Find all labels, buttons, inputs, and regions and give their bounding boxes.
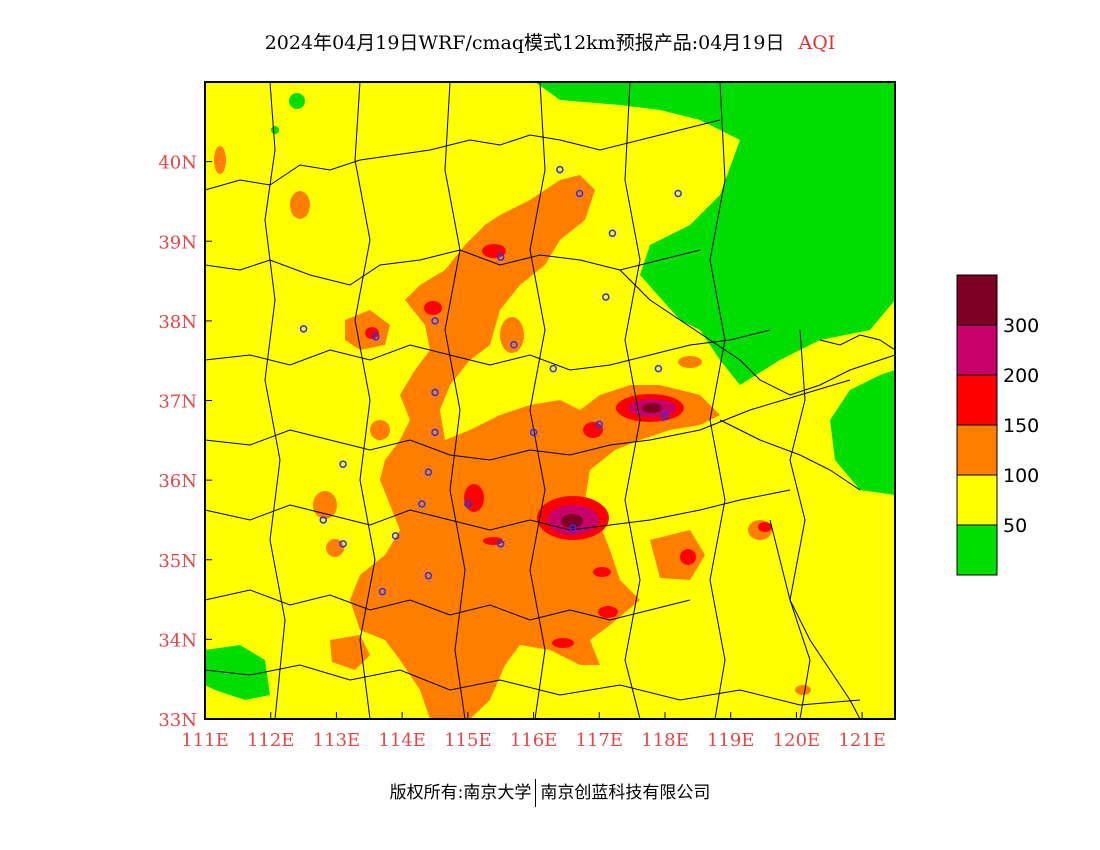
- aqi-area-unhealthy-sensitive: [350, 175, 720, 719]
- aqi-area-good-east: [830, 370, 895, 495]
- y-tick-label: 35N: [158, 551, 197, 572]
- city-station-marker: [424, 571, 433, 580]
- copyright-footer: 版权所有:南京大学 南京创蓝科技有限公司: [0, 778, 1100, 807]
- city-station-marker: [424, 468, 433, 476]
- x-tick-label: 118E: [641, 730, 689, 751]
- admin-boundaries: [205, 82, 895, 719]
- legend-swatch->300: [956, 274, 998, 326]
- aqi-area-unhealthy-sensitive: [795, 685, 811, 695]
- y-tick-label: 40N: [158, 153, 197, 174]
- aqi-area-unhealthy: [598, 606, 618, 618]
- city-station-marker: [431, 388, 439, 397]
- aqi-area-unhealthy: [552, 638, 574, 648]
- aqi-area-unhealthy-sensitive: [678, 356, 702, 368]
- city-station-marker: [674, 189, 682, 198]
- x-tick-label: 121E: [838, 730, 886, 751]
- city-station-marker: [464, 500, 472, 508]
- city-station-marker: [575, 189, 584, 198]
- legend-swatch-50-100: [956, 474, 998, 526]
- city-station-marker: [372, 333, 380, 341]
- title-text: 2024年04月19日WRF/cmaq模式12km预报产品:04月19日: [264, 32, 785, 54]
- x-tick-label: 116E: [510, 730, 558, 751]
- aqi-area-hazardous: [561, 514, 583, 528]
- copyright-left: 版权所有:南京大学: [389, 783, 532, 803]
- city-station-marker: [602, 293, 610, 301]
- station-markers: [299, 165, 682, 596]
- aqi-area-unhealthy: [583, 422, 603, 438]
- legend-label: 300: [1003, 315, 1039, 337]
- city-station-marker: [431, 428, 439, 437]
- x-tick-label: 114E: [378, 730, 426, 751]
- city-station-marker: [496, 253, 505, 261]
- legend-label: 50: [1003, 515, 1027, 537]
- city-station-marker: [418, 500, 426, 508]
- aqi-area-unhealthy: [680, 549, 696, 565]
- legend-label: 200: [1003, 365, 1039, 387]
- x-tick-label: 112E: [247, 730, 295, 751]
- city-station-marker: [595, 420, 604, 429]
- y-tick-label: 39N: [158, 232, 197, 253]
- aqi-area-hazardous: [642, 403, 662, 413]
- aqi-area-unhealthy-sensitive: [370, 420, 390, 440]
- map-title: 2024年04月19日WRF/cmaq模式12km预报产品:04月19日 AQI: [0, 28, 1100, 55]
- y-tick-label: 38N: [158, 312, 197, 333]
- aqi-area-unhealthy-sensitive: [500, 317, 524, 353]
- aqi-area-good-small: [289, 93, 305, 109]
- city-station-marker: [319, 516, 328, 524]
- latitude-axis: 33N 34N 35N 36N 37N 38N 39N 40N: [158, 153, 212, 731]
- aqi-area-good-southwest: [205, 645, 270, 700]
- city-station-marker: [299, 325, 308, 333]
- aqi-area-unhealthy: [482, 244, 506, 258]
- aqi-area-unhealthy-sensitive: [214, 146, 226, 174]
- aqi-area-unhealthy-sensitive: [313, 491, 337, 519]
- longitude-axis: 111E 112E 113E 114E 115E 116E 117E 118E 119E 120E…: [181, 712, 886, 751]
- legend-label: 150: [1003, 415, 1039, 437]
- city-station-marker: [549, 364, 558, 373]
- city-station-marker: [510, 341, 518, 349]
- city-station-marker: [608, 229, 617, 238]
- city-station-marker: [654, 364, 663, 373]
- aqi-area-good-small: [271, 126, 279, 134]
- legend-swatch-200-300: [956, 324, 998, 376]
- city-station-marker: [378, 587, 387, 596]
- city-station-marker: [556, 165, 564, 174]
- aqi-area-unhealthy: [464, 484, 484, 512]
- aqi-legend: 50 100 150 200 300: [956, 274, 1039, 576]
- city-station-marker: [339, 540, 347, 548]
- aqi-area-unhealthy: [593, 567, 611, 577]
- aqi-field: [205, 82, 895, 719]
- title-product: AQI: [798, 32, 836, 54]
- x-tick-label: 120E: [773, 730, 821, 751]
- city-station-marker: [529, 428, 538, 437]
- x-tick-label: 113E: [313, 730, 361, 751]
- city-station-marker: [339, 460, 347, 468]
- x-tick-label: 111E: [181, 730, 229, 751]
- aqi-area-unhealthy-sensitive: [290, 191, 310, 219]
- legend-label: 100: [1003, 465, 1039, 487]
- legend-swatch-0-50: [956, 524, 998, 576]
- city-station-marker: [569, 524, 577, 532]
- copyright-right: 南京创蓝科技有限公司: [540, 783, 711, 803]
- legend-swatch-100-150: [956, 424, 998, 476]
- city-station-marker: [391, 532, 400, 540]
- y-tick-label: 33N: [158, 710, 197, 731]
- aqi-area-unhealthy: [758, 522, 772, 532]
- footer-divider: [535, 779, 537, 807]
- aqi-area-unhealthy: [424, 301, 442, 315]
- y-tick-label: 36N: [158, 471, 197, 492]
- city-station-marker: [661, 412, 669, 421]
- aqi-area-unhealthy-sensitive: [650, 530, 705, 580]
- x-tick-label: 119E: [707, 730, 755, 751]
- x-tick-label: 117E: [576, 730, 624, 751]
- y-tick-label: 34N: [158, 630, 197, 651]
- legend-swatch-150-200: [956, 374, 998, 426]
- aqi-area-unhealthy: [365, 327, 379, 339]
- city-station-marker: [496, 540, 505, 548]
- y-tick-label: 37N: [158, 392, 197, 413]
- x-tick-label: 115E: [444, 730, 492, 751]
- city-station-marker: [431, 317, 439, 325]
